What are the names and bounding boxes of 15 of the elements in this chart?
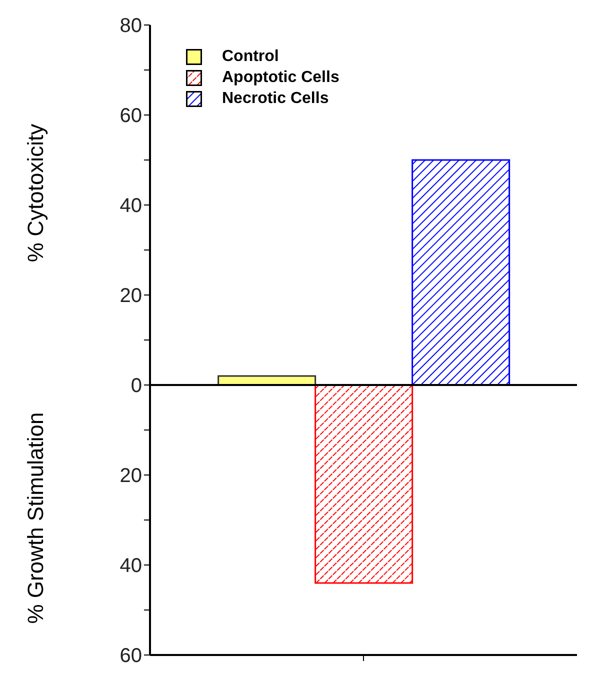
y-tick-label: 40 bbox=[120, 555, 142, 578]
y-tick-label: 60 bbox=[120, 105, 142, 128]
text: % Growth Stimulation bbox=[23, 412, 49, 624]
y-tick-label: 40 bbox=[120, 195, 142, 218]
y-tick-label: 60 bbox=[120, 645, 142, 668]
legend-label: Apoptotic Cells bbox=[222, 68, 340, 86]
legend-label: Control bbox=[222, 48, 279, 66]
bar bbox=[412, 159, 510, 386]
text: % Cytotoxicity bbox=[23, 124, 49, 262]
y-tick-label: 0 bbox=[130, 375, 142, 398]
legend-label: Necrotic Cells bbox=[222, 90, 329, 108]
y-tick-label: 80 bbox=[120, 15, 142, 38]
bar bbox=[314, 384, 414, 584]
y-tick-label: 20 bbox=[120, 465, 142, 488]
y-tick-label: 20 bbox=[120, 285, 142, 308]
